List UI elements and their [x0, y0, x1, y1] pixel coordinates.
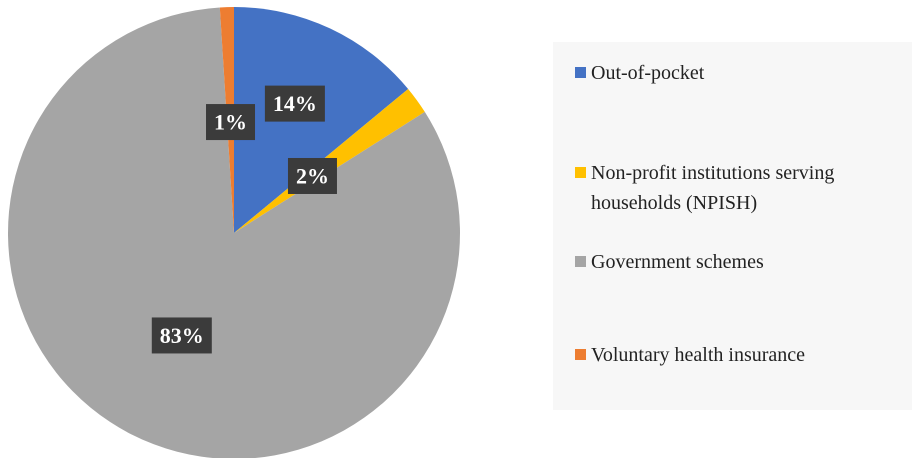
legend-label: Out-of-pocket [591, 62, 705, 84]
data-label-box [206, 104, 256, 141]
data-label-text: 2% [296, 163, 329, 188]
legend-swatch [575, 256, 586, 267]
pie-slice [8, 7, 460, 458]
pie-chart: 14% 2% 83% 1% [8, 7, 460, 458]
data-label: 1% [206, 104, 256, 141]
data-label-text: 1% [214, 110, 247, 135]
legend-swatch [575, 67, 586, 78]
data-label: 83% [151, 317, 212, 354]
data-label: 14% [264, 85, 325, 122]
data-label-text: 83% [160, 323, 204, 348]
data-label-box [287, 157, 337, 194]
legend: Out-of-pocket Non-profit institutions ser… [553, 42, 912, 410]
legend-label: Non-profit institutions serving househol… [591, 162, 835, 214]
data-label-box [151, 317, 212, 354]
data-label-box [264, 85, 325, 122]
legend-swatch [575, 349, 586, 360]
legend-label: Government schemes [591, 251, 764, 273]
data-label: 2% [287, 157, 337, 194]
legend-label: Voluntary health insurance [591, 344, 806, 366]
legend-swatch [575, 167, 586, 178]
data-label-text: 14% [273, 91, 317, 116]
